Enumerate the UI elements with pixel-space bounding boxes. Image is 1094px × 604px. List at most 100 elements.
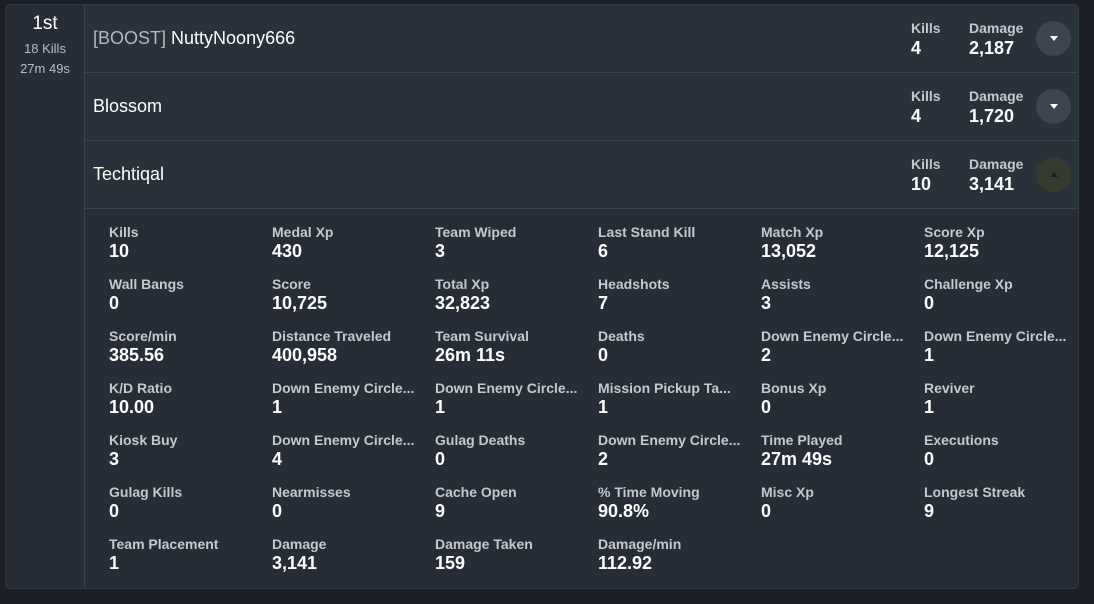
stat-label: Deaths xyxy=(598,328,645,344)
player-row[interactable]: Techtiqal Kills 10 Damage 3,141 xyxy=(85,141,1078,209)
stat-cell: Reviver 1 xyxy=(924,380,1078,432)
stat-label: Kills xyxy=(109,224,139,240)
stat-cell: Nearmisses 0 xyxy=(272,484,435,536)
collapse-button[interactable] xyxy=(1036,157,1071,192)
stat-cell: Assists 3 xyxy=(761,276,924,328)
stat-label: Kiosk Buy xyxy=(109,432,178,448)
player-list: [BOOST] NuttyNoony666 Kills 4 Damage 2,1… xyxy=(85,5,1078,588)
chevron-down-icon xyxy=(1049,36,1058,41)
player-row[interactable]: Blossom Kills 4 Damage 1,720 xyxy=(85,73,1078,141)
stat-cell: Longest Streak 9 xyxy=(924,484,1078,536)
stat-label: Down Enemy Circle... xyxy=(272,380,415,396)
stat-cell: Deaths 0 xyxy=(598,328,761,380)
kills-label: Kills xyxy=(911,88,941,104)
stat-value: 3,141 xyxy=(272,553,318,573)
stat-value: 3 xyxy=(109,449,120,469)
kills-value: 4 xyxy=(911,38,922,58)
stat-value: 0 xyxy=(109,501,120,521)
stat-label: Down Enemy Circle... xyxy=(272,432,415,448)
stat-label: Score xyxy=(272,276,311,292)
stat-cell: Time Played 27m 49s xyxy=(761,432,924,484)
stat-label: Damage/min xyxy=(598,536,682,552)
stat-cell: Team Survival 26m 11s xyxy=(435,328,598,380)
stat-cell: Score Xp 12,125 xyxy=(924,224,1078,276)
stat-label: Challenge Xp xyxy=(924,276,1013,292)
player-damage: Damage 1,720 xyxy=(969,88,1023,127)
stat-cell: Distance Traveled 400,958 xyxy=(272,328,435,380)
stat-cell: Down Enemy Circle... 1 xyxy=(435,380,598,432)
stat-label: Gulag Deaths xyxy=(435,432,526,448)
stat-cell: Damage/min 112.92 xyxy=(598,536,761,588)
stat-value: 0 xyxy=(761,501,772,521)
stat-cell: Kiosk Buy 3 xyxy=(109,432,272,484)
stat-cell: Down Enemy Circle... 1 xyxy=(272,380,435,432)
stat-cell: Team Placement 1 xyxy=(109,536,272,588)
stat-label: K/D Ratio xyxy=(109,380,172,396)
stat-cell: Bonus Xp 0 xyxy=(761,380,924,432)
expand-button[interactable] xyxy=(1036,89,1071,124)
stat-label: Mission Pickup Ta... xyxy=(598,380,731,396)
player-damage: Damage 2,187 xyxy=(969,20,1023,59)
stat-label: Headshots xyxy=(598,276,670,292)
stat-label: Team Survival xyxy=(435,328,529,344)
stat-value: 0 xyxy=(761,397,772,417)
gamertag: Blossom xyxy=(93,96,163,116)
stat-label: Down Enemy Circle... xyxy=(598,432,741,448)
stat-value: 1 xyxy=(924,397,935,417)
player-row[interactable]: [BOOST] NuttyNoony666 Kills 4 Damage 2,1… xyxy=(85,5,1078,73)
damage-label: Damage xyxy=(969,156,1024,172)
stat-cell: Last Stand Kill 6 xyxy=(598,224,761,276)
stat-cell: Kills 10 xyxy=(109,224,272,276)
stat-value: 430 xyxy=(272,241,303,261)
stat-label: Distance Traveled xyxy=(272,328,392,344)
expand-button[interactable] xyxy=(1036,21,1071,56)
team-result-card: 1st 18 Kills 27m 49s [BOOST] NuttyNoony6… xyxy=(5,4,1079,589)
stats-grid: Kills 10 Medal Xp 430 Team Wiped 3 Last Stand … xyxy=(109,224,1078,588)
stat-label: Gulag Kills xyxy=(109,484,183,500)
stat-value: 1 xyxy=(272,397,283,417)
stat-label: Damage Taken xyxy=(435,536,533,552)
stat-value: 0 xyxy=(598,345,609,365)
stat-label: Down Enemy Circle... xyxy=(761,328,904,344)
stat-cell: Gulag Deaths 0 xyxy=(435,432,598,484)
stat-cell: Mission Pickup Ta... 1 xyxy=(598,380,761,432)
stat-value: 32,823 xyxy=(435,293,491,313)
stat-label: Reviver xyxy=(924,380,975,396)
kills-label: Kills xyxy=(911,20,941,36)
stat-value: 1 xyxy=(598,397,609,417)
stat-cell: Headshots 7 xyxy=(598,276,761,328)
stat-label: Last Stand Kill xyxy=(598,224,696,240)
player-kills: Kills 10 xyxy=(911,156,941,195)
stat-label: Team Wiped xyxy=(435,224,517,240)
stat-value: 3 xyxy=(761,293,772,313)
player-kills: Kills 4 xyxy=(911,88,941,127)
stat-cell: Wall Bangs 0 xyxy=(109,276,272,328)
stat-label: Wall Bangs xyxy=(109,276,184,292)
stat-value: 90.8% xyxy=(598,501,650,521)
stat-value: 4 xyxy=(272,449,283,469)
player-name: Blossom xyxy=(93,96,162,117)
stat-value: 0 xyxy=(924,293,935,313)
stat-label: Team Placement xyxy=(109,536,219,552)
stat-value: 400,958 xyxy=(272,345,338,365)
stat-cell: Executions 0 xyxy=(924,432,1078,484)
stat-label: % Time Moving xyxy=(598,484,700,500)
stat-cell: Medal Xp 430 xyxy=(272,224,435,276)
stat-label: Longest Streak xyxy=(924,484,1026,500)
stat-value: 1 xyxy=(435,397,446,417)
stat-label: Assists xyxy=(761,276,811,292)
player-name: Techtiqal xyxy=(93,164,164,185)
stat-value: 6 xyxy=(598,241,609,261)
stat-value: 385.56 xyxy=(109,345,165,365)
stat-label: Misc Xp xyxy=(761,484,814,500)
stat-value: 0 xyxy=(109,293,120,313)
stat-value: 12,125 xyxy=(924,241,980,261)
stat-cell: % Time Moving 90.8% xyxy=(598,484,761,536)
stat-label: Score/min xyxy=(109,328,177,344)
stat-value: 26m 11s xyxy=(435,345,506,365)
stat-label: Cache Open xyxy=(435,484,517,500)
stat-cell: Down Enemy Circle... 2 xyxy=(761,328,924,380)
stat-cell: Down Enemy Circle... 2 xyxy=(598,432,761,484)
stat-cell: Cache Open 9 xyxy=(435,484,598,536)
stat-cell: Down Enemy Circle... 1 xyxy=(924,328,1078,380)
